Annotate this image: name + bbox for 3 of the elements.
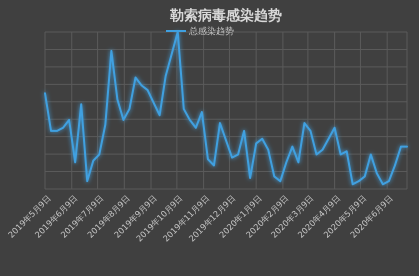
legend: 总感染趋势: [166, 27, 234, 37]
chart-title: 勒索病毒感染趋势: [169, 7, 282, 24]
legend-label: 总感染趋势: [188, 26, 234, 37]
